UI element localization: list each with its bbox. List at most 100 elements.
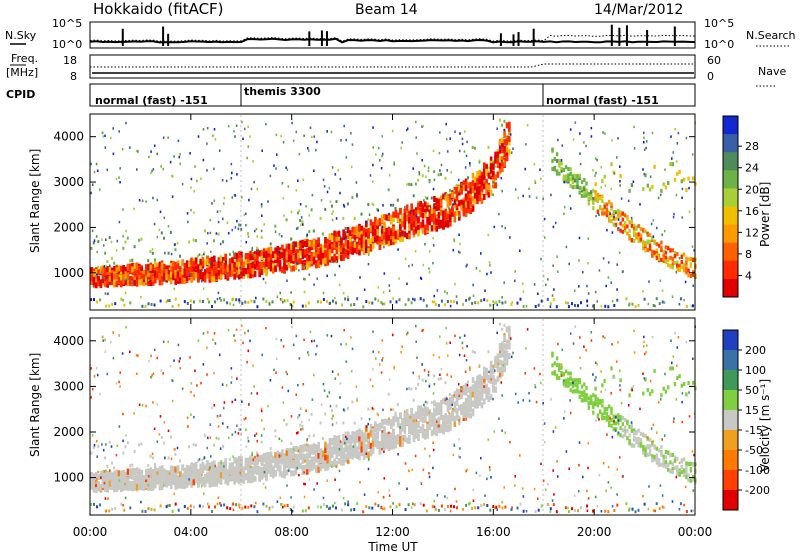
scatter-cell (569, 376, 572, 381)
scatter-cell (642, 240, 645, 245)
scatter-cell (267, 247, 271, 254)
scatter-cell (644, 242, 647, 247)
scatter-cell (585, 144, 587, 148)
scatter-cell (574, 304, 576, 307)
scatter-cell (201, 465, 205, 472)
scatter-cell (321, 252, 325, 259)
scatter-cell (460, 393, 463, 399)
scatter-cell (662, 182, 665, 187)
scatter-cell (471, 384, 475, 391)
scatter-cell (489, 156, 493, 163)
scatter-cell (174, 297, 177, 301)
scatter-cell (359, 276, 361, 279)
scatter-cell (632, 180, 635, 183)
scatter-cell (621, 217, 624, 222)
scatter-cell (333, 230, 336, 237)
scatter-cell (463, 150, 466, 153)
scatter-cell (278, 250, 281, 254)
scatter-cell (217, 437, 220, 441)
scatter-cell (313, 283, 315, 286)
scatter-cell (328, 249, 332, 256)
scatter-cell (383, 272, 386, 275)
scatter-cell (418, 171, 420, 174)
scatter-cell (101, 277, 105, 284)
scatter-cell (360, 245, 364, 252)
scatter-cell (346, 437, 350, 444)
scatter-cell (488, 261, 491, 264)
scatter-cell (335, 260, 337, 263)
scatter-cell (442, 210, 445, 217)
scatter-cell (350, 303, 353, 307)
scatter-cell (185, 260, 189, 267)
scatter-cell (213, 167, 215, 171)
scatter-cell (203, 269, 207, 276)
scatter-cell (431, 300, 434, 304)
scatter-cell (140, 237, 143, 241)
scatter-cell (612, 216, 615, 221)
scatter-cell (437, 377, 440, 381)
scatter-cell (392, 436, 395, 443)
scatter-cell (208, 462, 212, 469)
scatter-cell (637, 303, 640, 307)
scatter-cell (619, 433, 622, 438)
scatter-cell (596, 158, 598, 162)
scatter-cell (446, 201, 450, 208)
scatter-cell (483, 376, 486, 383)
colorbar-tick-label: 16 (745, 205, 759, 218)
scatter-cell (555, 169, 559, 174)
scatter-cell (551, 371, 554, 376)
scatter-cell (426, 423, 429, 430)
scatter-cell (392, 236, 395, 242)
scatter-cell (335, 217, 338, 220)
scatter-cell (287, 264, 290, 268)
scatter-cell (106, 486, 109, 493)
scatter-cell (596, 300, 599, 303)
scatter-cell (215, 471, 218, 478)
scatter-cell (355, 193, 358, 197)
scatter-cell (151, 469, 155, 475)
scatter-cell (600, 186, 602, 189)
scatter-cell (617, 226, 620, 230)
scatter-cell (115, 486, 119, 492)
scatter-cell (362, 433, 366, 440)
scatter-cell (387, 240, 391, 247)
scatter-cell (503, 160, 506, 167)
scatter-cell (201, 272, 205, 279)
scatter-cell (589, 397, 593, 402)
scatter-cell (403, 428, 407, 435)
scatter-cell (310, 445, 314, 452)
scatter-cell (587, 196, 590, 201)
scatter-cell (126, 477, 130, 484)
scatter-cell (104, 486, 107, 492)
scatter-cell (435, 215, 438, 222)
scatter-cell (565, 245, 568, 249)
scatter-cell (309, 126, 312, 129)
scatter-cell (661, 289, 664, 292)
scatter-cell (355, 243, 359, 250)
scatter-cell (159, 299, 162, 303)
scatter-cell (349, 248, 352, 254)
scatter-cell (321, 462, 325, 469)
scatter-cell (247, 235, 250, 238)
scatter-cell (190, 470, 193, 477)
scatter-cell (586, 284, 588, 288)
scatter-cell (462, 207, 466, 214)
scatter-cell (426, 428, 429, 435)
scatter-cell (222, 267, 225, 274)
scatter-cell (371, 429, 375, 436)
scatter-cell (564, 205, 566, 209)
scatter-cell (183, 277, 187, 284)
scatter-cell (316, 140, 318, 144)
scatter-cell (174, 272, 177, 279)
scatter-cell (403, 231, 407, 238)
velocity-scatter-plot (90, 322, 697, 514)
scatter-cell (140, 272, 143, 279)
scatter-cell (369, 450, 373, 457)
scatter-cell (414, 214, 418, 221)
scatter-cell (145, 200, 147, 203)
scatter-cell (227, 232, 230, 235)
scatter-cell (501, 137, 504, 144)
scatter-cell (667, 181, 670, 185)
scatter-cell (149, 484, 153, 491)
scatter-cell (469, 395, 472, 402)
